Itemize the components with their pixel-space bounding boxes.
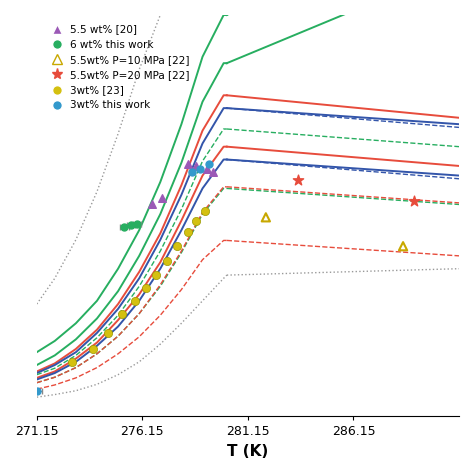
Point [262,213,270,221]
Point [399,242,407,250]
Point [118,310,126,318]
Point [173,242,181,250]
Point [159,194,166,202]
Point [104,329,111,337]
Legend: 5.5 wt% [20], 6 wt% this work, 5.5wt% P=10 MPa [22], 5.5wt% P=20 MPa [22], 3wt% : 5.5 wt% [20], 6 wt% this work, 5.5wt% P=… [42,20,194,115]
Point [152,271,160,279]
Point [201,207,209,215]
Point [294,177,301,184]
Point [203,165,210,173]
Point [210,169,217,176]
Point [131,297,139,305]
Point [192,162,200,170]
Point [89,345,97,353]
X-axis label: T (K): T (K) [227,444,269,459]
Point [163,257,171,264]
Point [410,198,418,205]
Point [184,161,191,168]
Point [148,201,155,208]
Point [142,284,149,292]
Point [184,228,191,236]
Point [68,358,75,365]
Point [192,217,200,224]
